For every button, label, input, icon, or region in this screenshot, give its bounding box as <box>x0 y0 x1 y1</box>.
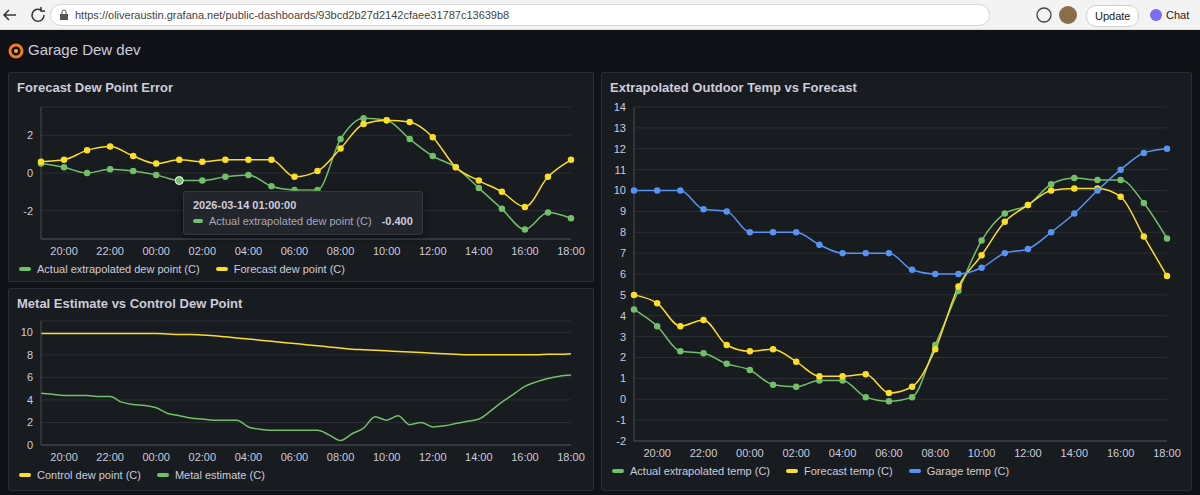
svg-text:10: 10 <box>21 326 33 338</box>
html-text:Forecast dew point (C): Forecast dew point (C) <box>233 263 345 275</box>
svg-text:1: 1 <box>620 372 626 384</box>
svg-text:02:00: 02:00 <box>782 447 810 459</box>
svg-text:8: 8 <box>27 349 33 361</box>
html-text:Actual extrapolated dew point: Actual extrapolated dew point (C) <box>209 215 372 227</box>
svg-text:18:00: 18:00 <box>1153 447 1181 459</box>
svg-text:22:00: 22:00 <box>96 451 124 463</box>
svg-text:06:00: 06:00 <box>281 245 309 257</box>
svg-text:06:00: 06:00 <box>281 451 309 463</box>
svg-text:3: 3 <box>620 331 626 343</box>
svg-text:2: 2 <box>27 416 33 428</box>
svg-text:00:00: 00:00 <box>142 245 170 257</box>
svg-text:22:00: 22:00 <box>690 447 718 459</box>
svg-text:20:00: 20:00 <box>50 245 78 257</box>
svg-text:2: 2 <box>27 129 33 141</box>
svg-text:-2: -2 <box>616 435 626 447</box>
html-text:Actual extrapolated temp (C): Actual extrapolated temp (C) <box>630 465 770 477</box>
svg-text:18:00: 18:00 <box>557 451 585 463</box>
svg-text:8: 8 <box>620 226 626 238</box>
svg-text:2: 2 <box>620 351 626 363</box>
svg-text:11: 11 <box>615 164 626 176</box>
svg-text:5: 5 <box>620 289 626 301</box>
svg-text:08:00: 08:00 <box>327 451 355 463</box>
svg-text:-2: -2 <box>23 205 33 217</box>
svg-text:00:00: 00:00 <box>736 447 764 459</box>
svg-text:10:00: 10:00 <box>373 451 401 463</box>
svg-text:04:00: 04:00 <box>235 245 263 257</box>
svg-text:16:00: 16:00 <box>511 245 539 257</box>
html-text:https://oliveraustin.grafana.n: https://oliveraustin.grafana.net/public-… <box>75 9 510 21</box>
svg-text:9: 9 <box>620 205 626 217</box>
svg-text:6: 6 <box>620 268 626 280</box>
svg-text:0: 0 <box>27 439 33 451</box>
svg-text:04:00: 04:00 <box>829 447 857 459</box>
html-text:Metal Estimate vs Control Dew: Metal Estimate vs Control Dew Point <box>17 296 243 311</box>
svg-text:04:00: 04:00 <box>235 451 263 463</box>
svg-text:12: 12 <box>614 143 626 155</box>
html-text:Control dew point (C): Control dew point (C) <box>37 469 141 481</box>
html-text:Garage Dew dev: Garage Dew dev <box>28 41 141 58</box>
svg-text:14: 14 <box>614 101 626 113</box>
svg-text:08:00: 08:00 <box>921 447 949 459</box>
html-text:2026-03-14 01:00:00: 2026-03-14 01:00:00 <box>193 199 297 211</box>
svg-text:14:00: 14:00 <box>465 451 493 463</box>
svg-text:4: 4 <box>27 394 33 406</box>
html-text:Chat: Chat <box>1166 9 1190 21</box>
svg-text:14:00: 14:00 <box>1061 447 1089 459</box>
svg-text:6: 6 <box>27 371 33 383</box>
svg-text:12:00: 12:00 <box>419 451 447 463</box>
svg-text:02:00: 02:00 <box>189 245 217 257</box>
svg-text:12:00: 12:00 <box>1014 447 1042 459</box>
svg-text:12:00: 12:00 <box>419 245 447 257</box>
svg-text:20:00: 20:00 <box>50 451 78 463</box>
html-text:Extrapolated Outdoor Temp vs F: Extrapolated Outdoor Temp vs Forecast <box>610 80 857 95</box>
html-text:Update: Update <box>1095 10 1131 22</box>
svg-text:18:00: 18:00 <box>557 245 585 257</box>
html-text:Actual extrapolated dew point: Actual extrapolated dew point (C) <box>37 263 200 275</box>
svg-text:0: 0 <box>27 167 33 179</box>
svg-text:7: 7 <box>620 247 626 259</box>
svg-text:-1: -1 <box>616 414 626 426</box>
svg-text:0: 0 <box>620 393 626 405</box>
svg-text:00:00: 00:00 <box>142 451 170 463</box>
svg-text:06:00: 06:00 <box>875 447 903 459</box>
svg-text:20:00: 20:00 <box>643 447 671 459</box>
svg-text:16:00: 16:00 <box>1107 447 1135 459</box>
svg-text:10: 10 <box>614 184 626 196</box>
svg-text:10:00: 10:00 <box>373 245 401 257</box>
svg-text:13: 13 <box>614 122 626 134</box>
html-text:-0.400: -0.400 <box>381 215 413 227</box>
svg-text:02:00: 02:00 <box>189 451 217 463</box>
html-text:Garage temp (C): Garage temp (C) <box>926 465 1010 477</box>
html-text:Metal estimate (C): Metal estimate (C) <box>174 469 265 481</box>
svg-text:14:00: 14:00 <box>465 245 493 257</box>
svg-text:10:00: 10:00 <box>968 447 996 459</box>
svg-text:08:00: 08:00 <box>327 245 355 257</box>
html-text:Forecast temp (C): Forecast temp (C) <box>804 465 893 477</box>
html-text:Forecast Dew Point Error: Forecast Dew Point Error <box>17 80 173 95</box>
svg-text:4: 4 <box>620 310 626 322</box>
svg-text:22:00: 22:00 <box>96 245 124 257</box>
svg-text:16:00: 16:00 <box>511 451 539 463</box>
